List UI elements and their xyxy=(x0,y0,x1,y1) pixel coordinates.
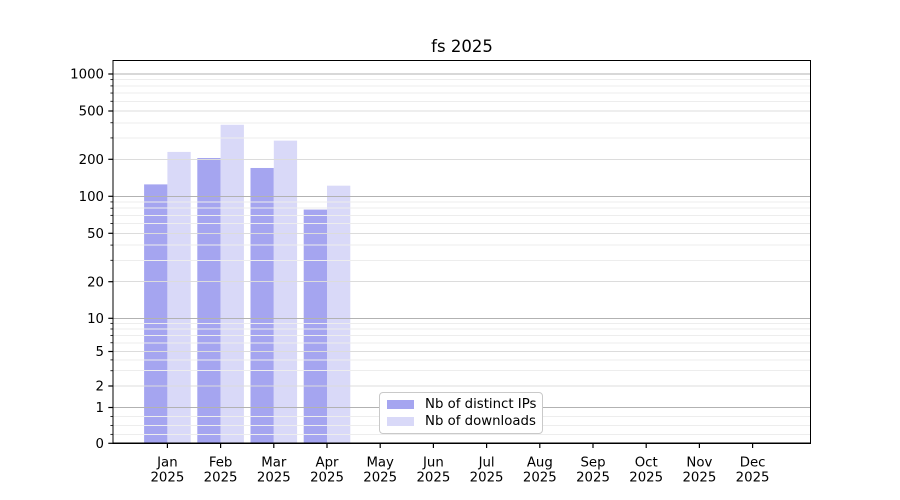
y-tick-label-2: 2 xyxy=(96,380,104,395)
bar-downloads-feb xyxy=(220,124,244,444)
y-tick-label-1: 1 xyxy=(96,401,104,416)
y-tick-label-500: 500 xyxy=(79,105,104,120)
y-tick-label-100: 100 xyxy=(79,190,104,205)
y-tick-label-200: 200 xyxy=(79,153,104,168)
bar-distinct-ips-feb xyxy=(197,157,221,444)
x-tick-label-may: May 2025 xyxy=(363,456,397,486)
legend-label-distinct-ips: Nb of distinct IPs xyxy=(425,397,537,412)
bar-distinct-ips-apr xyxy=(303,209,327,444)
plot-frame xyxy=(112,59,812,444)
legend-item-downloads: Nb of downloads xyxy=(387,413,536,430)
y-tick-label-10: 10 xyxy=(87,312,104,327)
chart-title: fs 2025 xyxy=(431,37,493,56)
y-tick-label-0: 0 xyxy=(96,437,104,452)
legend-item-distinct-ips: Nb of distinct IPs xyxy=(387,396,536,413)
x-tick-label-nov: Nov 2025 xyxy=(682,456,716,486)
legend-label-downloads: Nb of downloads xyxy=(425,414,536,429)
x-tick-label-jun: Jun 2025 xyxy=(416,456,450,486)
bar-distinct-ips-jan xyxy=(144,184,168,444)
bar-downloads-mar xyxy=(273,140,298,444)
x-tick-label-sep: Sep 2025 xyxy=(576,456,610,486)
x-tick-label-mar: Mar 2025 xyxy=(257,456,291,486)
legend: Nb of distinct IPs Nb of downloads xyxy=(379,392,543,434)
y-tick-label-1000: 1000 xyxy=(70,68,104,83)
x-tick-label-jan: Jan 2025 xyxy=(150,456,184,486)
y-tick-label-20: 20 xyxy=(87,275,104,290)
y-tick-label-50: 50 xyxy=(87,227,104,242)
x-tick-label-dec: Dec 2025 xyxy=(736,456,770,486)
y-tick-label-5: 5 xyxy=(96,345,104,360)
bar-downloads-jan xyxy=(167,151,191,444)
legend-swatch-distinct-ips xyxy=(387,399,414,410)
legend-swatch-downloads xyxy=(387,416,414,427)
bar-distinct-ips-mar xyxy=(250,167,274,444)
x-tick-label-apr: Apr 2025 xyxy=(310,456,344,486)
x-tick-label-feb: Feb 2025 xyxy=(204,456,238,486)
x-tick-label-aug: Aug 2025 xyxy=(523,456,557,486)
x-tick-label-oct: Oct 2025 xyxy=(629,456,663,486)
x-tick-label-jul: Jul 2025 xyxy=(470,456,504,486)
bar-downloads-apr xyxy=(327,185,351,444)
